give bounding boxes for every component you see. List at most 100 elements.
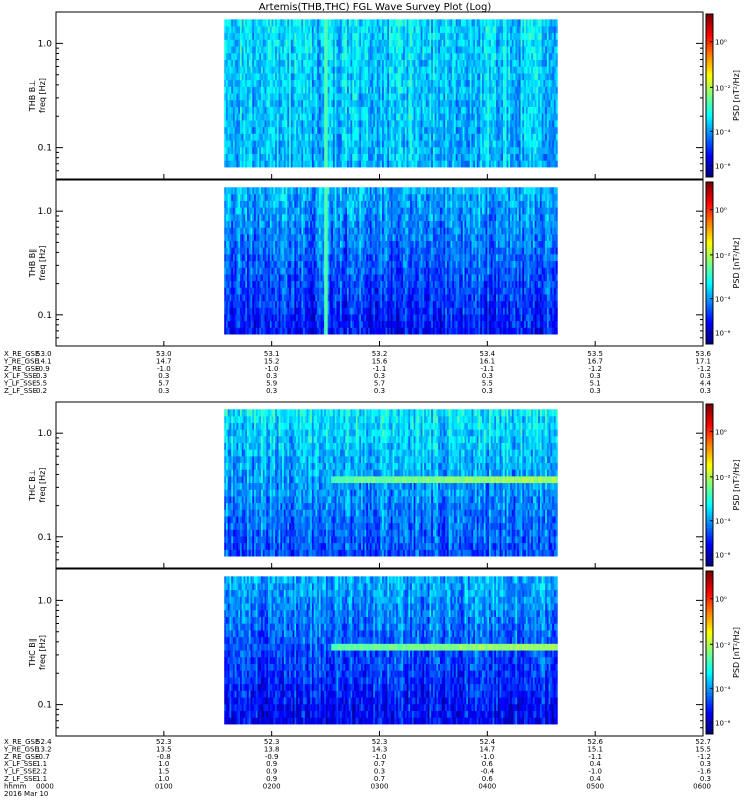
spectrogram-cell	[390, 153, 393, 161]
spectrogram-cell	[478, 113, 481, 121]
spectrogram-cell	[290, 39, 293, 47]
spectrogram-cell	[443, 79, 446, 87]
spectrogram-cell	[278, 193, 281, 201]
spectrogram-cell	[424, 146, 427, 154]
spectrogram-cell	[297, 73, 300, 81]
spectrogram-cell	[327, 86, 330, 94]
spectrogram-cell	[369, 79, 372, 87]
spectrogram-cell	[520, 32, 523, 40]
spectrogram-cell	[434, 26, 437, 34]
spectrogram-cell	[415, 126, 418, 134]
spectrogram-cell	[303, 19, 306, 27]
spectrogram-cell	[257, 99, 260, 107]
spectrogram-cell	[482, 46, 485, 54]
spectrogram-cell	[268, 106, 271, 114]
spectrogram-cell	[424, 153, 427, 161]
spectrogram-cell	[471, 32, 474, 40]
spectrogram-cell	[257, 187, 260, 195]
spectrogram-cell	[453, 26, 457, 34]
spectrogram-cell	[227, 26, 230, 34]
spectrogram-cell	[408, 113, 411, 121]
spectrogram-cell	[446, 120, 449, 128]
spectrogram-cell	[489, 73, 492, 81]
spectrogram-cell	[522, 126, 525, 134]
spectrogram-cell	[459, 146, 462, 154]
spectrogram-cell	[513, 19, 516, 27]
spectrogram-cell	[522, 66, 525, 74]
spectrogram-cell	[232, 160, 236, 168]
spectrogram-cell	[285, 59, 288, 67]
spectrogram-cell	[487, 140, 490, 148]
spectrogram-cell	[294, 39, 297, 47]
spectrogram-cell	[415, 19, 418, 27]
spectrogram-cell	[503, 26, 506, 34]
spectrogram-cell	[315, 120, 318, 128]
spectrogram-cell	[443, 113, 446, 121]
spectrogram-cell	[301, 32, 304, 40]
spectrogram-cell	[369, 160, 372, 168]
spectrogram-cell	[446, 32, 449, 40]
spectrogram-cell	[453, 106, 457, 114]
spectrogram-cell	[445, 153, 448, 161]
spectrogram-cell	[446, 73, 449, 81]
spectrogram-cell	[476, 146, 479, 154]
spectrogram-cell	[553, 140, 556, 148]
spectrogram-cell	[231, 274, 234, 282]
spectrogram-cell	[453, 79, 457, 87]
spectrogram-cell	[408, 86, 411, 94]
spectrogram-cell	[410, 19, 413, 27]
spectrogram-cell	[247, 113, 250, 121]
spectrogram-cell	[548, 140, 551, 148]
spectrogram-cell	[489, 146, 492, 154]
spectrogram-cell	[467, 153, 471, 161]
spectrogram-cell	[548, 19, 551, 27]
spectrogram-cell	[262, 73, 265, 81]
spectrogram-cell	[462, 59, 465, 67]
spectrogram-cell	[389, 59, 392, 67]
spectrogram-cell	[339, 59, 343, 67]
spectrogram-cell	[483, 120, 486, 128]
spectrogram-cell	[243, 200, 246, 208]
spectrogram-cell	[315, 19, 318, 27]
spectrogram-cell	[425, 120, 428, 128]
spectrogram-cell	[387, 86, 390, 94]
spectrogram-cell	[439, 140, 442, 148]
spectrogram-cell	[238, 79, 241, 87]
spectrogram-cell	[524, 99, 527, 107]
spectrogram-cell	[240, 59, 243, 67]
spectrogram-cell	[311, 39, 314, 47]
spectrogram-cell	[329, 66, 332, 74]
spectrogram-cell	[450, 140, 453, 148]
spectrogram-cell	[362, 120, 365, 128]
spectrogram-cell	[469, 120, 472, 128]
spectrogram-cell	[520, 73, 523, 81]
spectrogram-cell	[224, 214, 227, 221]
spectrogram-cell	[353, 153, 357, 161]
spectrogram-cell	[429, 39, 432, 47]
spectrogram-cell	[396, 79, 399, 87]
spectrogram-cell	[510, 133, 513, 141]
spectrogram-cell	[446, 140, 449, 148]
spectrogram-cell	[229, 26, 232, 34]
spectrogram-cell	[415, 153, 418, 161]
spectrogram-cell	[555, 66, 558, 74]
spectrogram-cell	[439, 99, 442, 107]
spectrogram-cell	[311, 106, 314, 114]
spectrogram-cell	[552, 32, 555, 40]
spectrogram-cell	[234, 193, 237, 201]
spectrogram-cell	[531, 73, 534, 81]
spectrogram-cell	[443, 153, 446, 161]
spectrogram-cell	[241, 227, 244, 235]
spectrogram-cell	[513, 86, 516, 94]
spectrogram-cell	[503, 66, 506, 74]
spectrogram-cell	[518, 93, 521, 101]
spectrogram-cell	[227, 220, 230, 228]
spectrogram-cell	[355, 46, 358, 54]
spectrogram-cell	[545, 133, 548, 141]
spectrogram-cell	[299, 66, 302, 74]
spectrogram-cell	[261, 19, 264, 27]
spectrogram-cell	[401, 146, 404, 154]
spectrogram-cell	[467, 59, 471, 67]
spectrogram-cell	[313, 146, 316, 154]
spectrogram-cell	[271, 307, 274, 315]
